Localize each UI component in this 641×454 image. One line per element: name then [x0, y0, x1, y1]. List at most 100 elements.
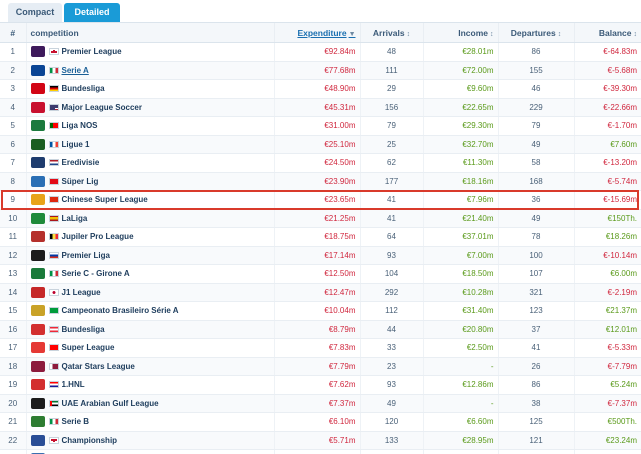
country-flag-icon: [48, 48, 59, 56]
expenditure-cell: €31.00m: [273, 116, 360, 136]
league-logo-icon[interactable]: [30, 64, 45, 76]
rank-cell: 6: [0, 135, 26, 154]
rank-cell: 16: [0, 320, 26, 339]
competition-cell: Super League: [25, 338, 274, 358]
departures-cell: 86: [497, 375, 574, 395]
league-logo-icon[interactable]: [30, 268, 45, 280]
competition-link[interactable]: Premier Liga: [61, 250, 110, 260]
league-logo-icon[interactable]: [30, 379, 45, 391]
league-logo-icon[interactable]: [30, 101, 45, 113]
table-row: 3 Bundesliga €48.90m 29 €9.60m 46 €-39.30m: [0, 79, 641, 99]
competition-link[interactable]: Premier League: [61, 47, 122, 57]
rank-cell: 17: [0, 338, 26, 358]
competition-link[interactable]: Jupiler Pro League: [61, 232, 134, 242]
competition-link[interactable]: UAE Arabian Gulf League: [61, 398, 159, 408]
competition-link[interactable]: 1.HNL: [61, 380, 85, 390]
competition-link[interactable]: Eredivisie: [61, 158, 100, 168]
income-cell: -: [422, 357, 498, 376]
expenditure-cell: €10.04m: [273, 301, 360, 321]
rank-cell: 2: [0, 61, 26, 80]
arrivals-cell: 64: [359, 227, 423, 247]
league-logo-icon[interactable]: [30, 83, 45, 95]
league-logo-icon[interactable]: [30, 249, 45, 261]
competition-link[interactable]: Serie C - Girone A: [61, 269, 130, 279]
league-logo-icon[interactable]: [30, 342, 45, 354]
league-logo-icon[interactable]: [30, 194, 45, 206]
header-arrivals[interactable]: Arrivals ↕: [359, 22, 423, 43]
competition-link[interactable]: Chinese Super League: [61, 195, 148, 205]
rank-cell: 11: [0, 227, 26, 247]
header-departures-label[interactable]: Departures: [510, 27, 556, 38]
league-logo-icon[interactable]: [30, 397, 45, 409]
sort-desc-icon: ▼: [348, 30, 356, 38]
departures-cell: 146: [497, 449, 574, 454]
header-expenditure-label[interactable]: Expenditure: [297, 27, 347, 38]
league-logo-icon[interactable]: [30, 138, 45, 150]
income-cell: €32.70m: [422, 135, 498, 154]
competition-link[interactable]: Ligue 1: [61, 139, 90, 149]
competition-link[interactable]: Süper Lig: [61, 176, 99, 186]
league-logo-icon[interactable]: [30, 120, 45, 132]
league-logo-icon[interactable]: [30, 231, 45, 243]
expenditure-cell: €7.79m: [273, 357, 360, 376]
competition-link[interactable]: Championship: [61, 435, 118, 445]
league-logo-icon[interactable]: [30, 323, 45, 335]
competition-link[interactable]: J1 League: [61, 287, 101, 297]
arrivals-cell: 124: [359, 449, 423, 454]
arrivals-cell: 292: [359, 283, 423, 302]
header-arrivals-label[interactable]: Arrivals: [372, 27, 405, 38]
competition-link[interactable]: Super League: [61, 343, 115, 353]
country-flag-icon: [48, 418, 59, 426]
header-competition: competition: [25, 22, 274, 43]
league-logo-icon[interactable]: [30, 175, 45, 187]
arrivals-cell: 111: [359, 61, 423, 80]
header-expenditure[interactable]: Expenditure ▼: [273, 22, 360, 43]
balance-cell: €-5.33m: [573, 338, 641, 358]
header-income[interactable]: Income ↕: [422, 22, 498, 43]
expenditure-cell: €21.25m: [273, 209, 360, 228]
sort-icon: ↕: [406, 30, 411, 38]
competition-link[interactable]: LaLiga: [61, 213, 88, 223]
income-cell: €18.16m: [422, 172, 498, 191]
competition-link[interactable]: Bundesliga: [61, 324, 105, 334]
balance-cell: €-7.79m: [573, 357, 641, 376]
league-logo-icon[interactable]: [30, 157, 45, 169]
balance-cell: €-1.70m: [573, 116, 641, 136]
header-balance-label[interactable]: Balance: [598, 27, 632, 38]
competition-link[interactable]: Serie B: [61, 417, 90, 427]
league-logo-icon[interactable]: [30, 434, 45, 446]
header-income-label[interactable]: Income: [458, 27, 488, 38]
tab-detailed[interactable]: Detailed: [64, 3, 120, 22]
league-logo-icon[interactable]: [30, 46, 45, 58]
competition-link[interactable]: Major League Soccer: [61, 102, 142, 112]
balance-cell: €12.01m: [573, 320, 641, 339]
tab-compact[interactable]: Compact: [8, 3, 62, 22]
income-cell: €18.50m: [422, 264, 498, 284]
competition-link[interactable]: Campeonato Brasileiro Série A: [61, 306, 179, 316]
league-logo-icon[interactable]: [30, 305, 45, 317]
expenditure-cell: €18.75m: [273, 227, 360, 247]
expenditure-cell: €12.47m: [273, 283, 360, 302]
table-row: 10 LaLiga €21.25m 41 €21.40m 49 €150Th.: [0, 209, 641, 228]
competition-link[interactable]: Serie A: [61, 65, 89, 75]
league-logo-icon[interactable]: [30, 212, 45, 224]
departures-cell: 100: [497, 246, 574, 265]
income-cell: €5.33m: [422, 449, 498, 454]
league-logo-icon[interactable]: [30, 416, 45, 428]
expenditure-cell: €7.62m: [273, 375, 360, 395]
competition-link[interactable]: Liga NOS: [61, 121, 98, 131]
table-row: 22 Championship €5.71m 133 €28.95m 121 €23.24m: [0, 431, 641, 450]
header-balance[interactable]: Balance ↕: [573, 22, 641, 43]
league-logo-icon[interactable]: [30, 360, 45, 372]
competition-link[interactable]: Bundesliga: [61, 84, 105, 94]
arrivals-cell: 177: [359, 172, 423, 191]
arrivals-cell: 93: [359, 375, 423, 395]
league-logo-icon[interactable]: [30, 286, 45, 298]
departures-cell: 49: [497, 135, 574, 154]
competition-link[interactable]: Qatar Stars League: [61, 361, 135, 371]
departures-cell: 36: [497, 190, 574, 210]
header-departures[interactable]: Departures ↕: [497, 22, 574, 43]
expenditure-cell: €45.31m: [273, 98, 360, 117]
country-flag-icon: [48, 251, 59, 259]
rank-cell: 23: [0, 449, 26, 454]
